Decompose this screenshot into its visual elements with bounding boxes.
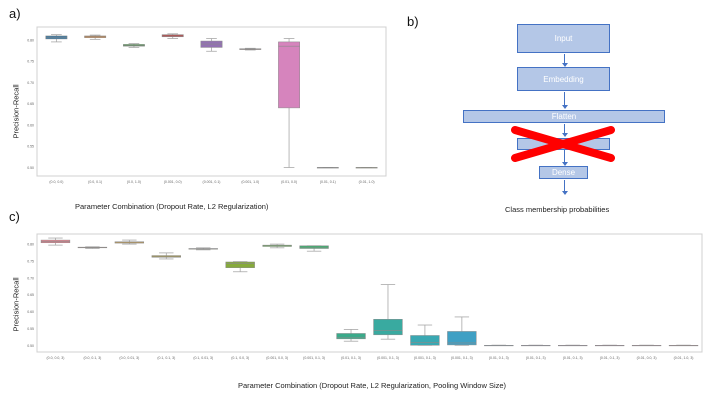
box-2 [114,239,145,245]
box-13 [521,344,551,347]
embedding-layer-box: Embedding [517,67,610,91]
removed-layer-cross [511,126,615,162]
chart-a-xlabel: Parameter Combination (Dropout Rate, L2 … [75,202,269,211]
x-tick-label: (0.01, 0.1) [320,180,336,184]
y-tick-label: 0.75 [27,259,34,263]
box-11 [447,316,477,346]
box-12 [484,344,514,347]
panel-label-a: a) [9,6,21,21]
y-tick-label: 0.70 [27,81,34,85]
x-tick-label: (0.001, 0.1) [203,180,221,184]
box-iqr [410,335,440,346]
dense-layer-box: Dense [539,166,588,179]
box-6 [278,38,300,168]
x-tick-label: (0.01, 0.1, 3) [526,356,546,360]
box-iqr [225,261,255,268]
box-14 [558,344,588,347]
plot-frame [36,26,387,177]
arrow-removed-dense [561,150,568,166]
x-tick-label: (0.001, 0.1, 3) [451,356,473,360]
x-tick-label: (0.01, 0.0) [281,180,297,184]
box-10 [410,324,440,346]
box-7 [299,245,329,252]
x-tick-label: (0.001, 0.1, 3) [303,356,325,360]
arrow-dense-output [561,180,568,195]
y-tick-label: 0.65 [27,293,34,297]
x-tick-label: (0.001, 0.1, 3) [377,356,399,360]
box-0 [40,237,71,246]
y-tick-label: 0.80 [27,38,34,42]
x-tick-label: (0.0, 0.01, 3) [119,356,139,360]
box-iqr [262,244,292,247]
y-tick-label: 0.65 [27,102,34,106]
y-tick-label: 0.50 [27,344,34,348]
box-16 [631,344,662,347]
chart-a: 0.50 0.55 0.60 0.65 0.70 0.75 0.80 (0.0, 0.0) (0… [27,26,387,184]
diagram-output-caption: Class membership probabilities [505,205,610,214]
x-tick-label: (0.0, 0.1, 3) [83,356,101,360]
y-tick-label: 0.55 [27,327,34,331]
box-6 [262,243,292,249]
box-iqr [278,41,300,109]
x-tick-label: (0.0, 0.0) [49,180,63,184]
input-layer-box: Input [517,24,610,53]
y-tick-label: 0.70 [27,276,34,280]
x-tick-label: (0.001, 0.1, 3) [414,356,436,360]
y-tick-label: 0.75 [27,60,34,64]
chart-c-ylabel: Precision-Recall [11,277,21,332]
chart-a-ylabel: Precision-Recall [11,84,21,139]
x-tick-label: (0.01, 1.0, 3) [674,356,694,360]
panel-label-c: c) [9,209,20,224]
box-5 [225,261,255,273]
y-tick-label: 0.55 [27,145,34,149]
x-tick-label: (0.001, 1.0) [241,180,259,184]
x-tick-label: (0.01, 0.1, 3) [563,356,583,360]
arrow-input-embedding [561,54,568,67]
box-4 [200,38,223,52]
chart-c-xlabel: Parameter Combination (Dropout Rate, L2 … [238,381,507,390]
box-iqr [336,333,366,340]
box-3 [151,252,181,260]
box-8 [336,329,366,342]
x-tick-label: (0.1, 0.1, 3) [157,356,175,360]
x-tick-label: (0.01, 0.0, 3) [637,356,657,360]
box-15 [594,344,625,347]
box-17 [668,344,699,347]
arrow-flatten-removed [561,124,568,137]
x-tick-label: (0.1, 0.0, 3) [231,356,249,360]
arrow-embedding-flatten [561,92,568,109]
x-tick-label: (0.01, 0.1, 3) [600,356,620,360]
x-tick-label: (0.0, 1.0) [127,180,141,184]
box-iqr [373,319,403,336]
y-tick-label: 0.60 [27,123,34,127]
plot-frame [36,233,703,353]
panel-label-b: b) [407,14,419,29]
box-2 [123,43,145,48]
y-tick-label: 0.60 [27,310,34,314]
box-0 [45,34,68,43]
y-tick-label: 0.50 [27,166,34,170]
flatten-layer-box: Flatten [463,110,665,123]
box-1 [77,246,108,249]
box-7 [316,167,339,169]
x-tick-label: (0.0, 0.1) [88,180,102,184]
box-3 [161,33,184,39]
box-4 [188,247,218,251]
x-tick-label: (0.01, 0.1, 3) [341,356,361,360]
box-9 [373,284,403,340]
box-8 [355,167,378,169]
chart-c: 0.50 0.55 0.60 0.65 0.70 0.75 0.80 (0.0, 0.0, 3… [27,233,703,360]
x-tick-label: (0.0, 0.0, 3) [47,356,65,360]
y-tick-label: 0.80 [27,243,34,247]
box-iqr [114,241,145,244]
x-tick-label: (0.01, 1.0) [359,180,375,184]
box-iqr [447,331,477,346]
x-tick-label: (0.001, 0.0, 3) [266,356,288,360]
box-1 [84,34,107,40]
x-tick-label: (0.01, 0.1, 3) [489,356,509,360]
x-tick-label: (0.1, 0.01, 3) [193,356,213,360]
x-tick-label: (0.001, 0.0) [164,180,182,184]
box-5 [239,47,262,51]
